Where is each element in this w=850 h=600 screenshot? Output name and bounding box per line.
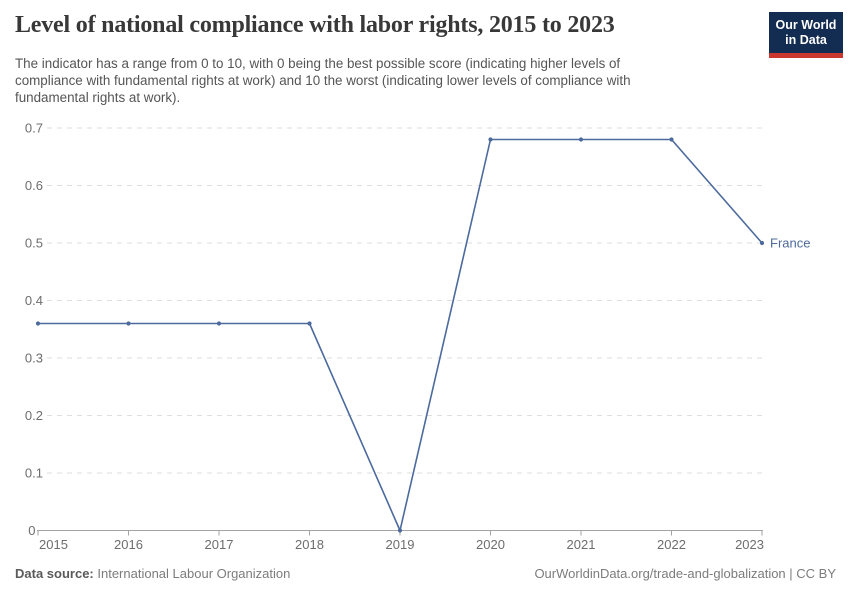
owid-logo-line1: Our World	[775, 18, 837, 32]
data-point[interactable]	[397, 528, 403, 533]
y-axis-tick-label: 0.1	[25, 466, 43, 481]
data-point[interactable]	[669, 137, 674, 142]
y-axis-tick-label: 0	[28, 523, 35, 538]
chart-subtitle: The indicator has a range from 0 to 10, …	[15, 55, 735, 106]
data-source-label: Data source:	[15, 566, 94, 581]
x-axis-tick-label: 2015	[39, 537, 68, 552]
x-axis-tick-label: 2017	[205, 537, 234, 552]
y-axis-tick-label: 0.7	[25, 121, 43, 136]
subtitle-line: fundamental rights at work).	[15, 90, 181, 105]
y-axis-tick-label: 0.3	[25, 351, 43, 366]
owid-logo[interactable]: Our World in Data	[769, 12, 843, 58]
subtitle-line: The indicator has a range from 0 to 10, …	[15, 56, 621, 71]
series-line-france[interactable]	[37, 138, 763, 532]
y-axis-tick-label: 0.6	[25, 178, 43, 193]
x-axis-tick-label: 2021	[567, 537, 596, 552]
owid-logo-line2: in Data	[785, 33, 827, 47]
series-label-france[interactable]: France	[770, 236, 810, 251]
data-point[interactable]	[307, 321, 312, 326]
data-point[interactable]	[126, 321, 131, 326]
x-axis-tick-label: 2022	[657, 537, 686, 552]
chart-footer: Data source: International Labour Organi…	[15, 566, 836, 581]
x-axis-tick-label: 2019	[386, 537, 415, 552]
subtitle-line: compliance with fundamental rights at wo…	[15, 73, 631, 88]
y-axis-tick-label: 0.5	[25, 236, 43, 251]
credit-link[interactable]: OurWorldinData.org/trade-and-globalizati…	[534, 566, 836, 581]
x-axis-tick-label: 2023	[735, 537, 764, 552]
chart-title: Level of national compliance with labor …	[15, 12, 615, 38]
y-axis-tick-label: 0.4	[25, 293, 43, 308]
data-point[interactable]	[488, 137, 493, 142]
data-point[interactable]	[759, 240, 765, 246]
x-axis-tick-label: 2016	[114, 537, 143, 552]
x-axis-tick-label: 2020	[476, 537, 505, 552]
data-point[interactable]	[35, 321, 41, 326]
data-point[interactable]	[216, 321, 222, 326]
y-axis-tick-label: 0.2	[25, 408, 43, 423]
x-axis-tick-label: 2018	[295, 537, 324, 552]
data-source-value: International Labour Organization	[97, 566, 291, 581]
data-point[interactable]	[578, 137, 584, 142]
data-source: Data source: International Labour Organi…	[15, 566, 290, 581]
